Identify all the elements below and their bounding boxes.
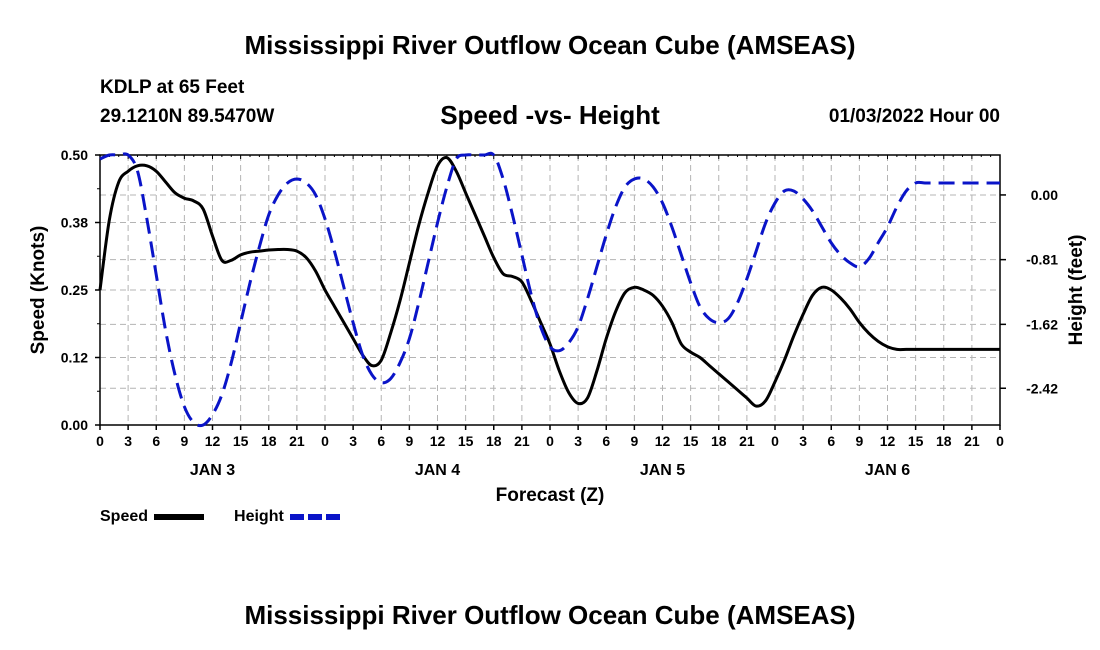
x-tick-label: 18: [711, 433, 727, 449]
x-tick-label: 15: [683, 433, 699, 449]
legend-height-label: Height: [234, 508, 284, 525]
speed-series-line: [98, 156, 1000, 408]
legend-speed-swatch: [154, 514, 205, 520]
x-tick-label: 6: [152, 433, 160, 449]
x-tick-label: 15: [233, 433, 249, 449]
chart-title: Mississippi River Outflow Ocean Cube (AM…: [244, 30, 856, 60]
legend-speed-label: Speed: [100, 508, 149, 525]
x-tick-label: 3: [799, 433, 807, 449]
footer-title: Mississippi River Outflow Ocean Cube (AM…: [244, 600, 856, 630]
location-label: 29.1210N 89.5470W: [100, 106, 275, 127]
x-tick-label: 21: [289, 433, 305, 449]
y2-tick-label: -0.81: [1026, 252, 1058, 268]
y-tick-label: 0.25: [61, 282, 88, 298]
x-tick-label: 0: [546, 433, 554, 449]
day-label: JAN 3: [190, 462, 235, 479]
station-label: KDLP at 65 Feet: [100, 77, 245, 98]
y-tick-label: 0.00: [61, 417, 88, 433]
x-tick-label: 9: [630, 433, 638, 449]
x-tick-label: 15: [908, 433, 924, 449]
x-tick-label: 6: [827, 433, 835, 449]
x-tick-label: 12: [205, 433, 221, 449]
x-tick-label: 6: [377, 433, 385, 449]
x-tick-label: 18: [936, 433, 952, 449]
y-axis-label: Speed (Knots): [28, 226, 49, 355]
y-tick-label: 0.12: [61, 350, 88, 366]
x-tick-label: 21: [964, 433, 980, 449]
x-tick-label: 0: [321, 433, 329, 449]
x-tick-label: 15: [458, 433, 474, 449]
y-tick-label: 0.50: [61, 147, 88, 163]
y-tick-label: 0.38: [61, 215, 88, 231]
x-tick-label: 21: [739, 433, 755, 449]
x-tick-label: 3: [349, 433, 357, 449]
x-tick-label: 9: [405, 433, 413, 449]
x-tick-label: 18: [261, 433, 277, 449]
x-tick-label: 0: [996, 433, 1004, 449]
x-tick-label: 12: [880, 433, 896, 449]
x-tick-label: 3: [574, 433, 582, 449]
height-series-line: [99, 151, 1000, 428]
x-tick-label: 3: [124, 433, 132, 449]
x-tick-label: 12: [430, 433, 446, 449]
x-tick-label: 9: [855, 433, 863, 449]
y2-tick-label: -1.62: [1026, 316, 1058, 332]
day-label: JAN 6: [865, 462, 910, 479]
x-tick-label: 12: [655, 433, 671, 449]
y2-tick-label: -2.42: [1026, 380, 1058, 396]
x-tick-label: 21: [514, 433, 530, 449]
day-label: JAN 4: [415, 462, 460, 479]
day-label: JAN 5: [640, 462, 685, 479]
legend: Speed Height: [100, 508, 340, 526]
x-axis-label: Forecast (Z): [496, 485, 605, 506]
x-tick-label: 0: [771, 433, 779, 449]
x-tick-label: 0: [96, 433, 104, 449]
y2-axis-label: Height (feet): [1066, 235, 1087, 346]
x-tick-label: 6: [602, 433, 610, 449]
y2-tick-label: 0.00: [1031, 187, 1058, 203]
datetime-label: 01/03/2022 Hour 00: [828, 106, 1000, 127]
legend-height-swatch: [289, 514, 340, 520]
x-tick-label: 9: [180, 433, 188, 449]
chart-subtitle: Speed -vs- Height: [440, 100, 660, 130]
x-tick-label: 18: [486, 433, 502, 449]
